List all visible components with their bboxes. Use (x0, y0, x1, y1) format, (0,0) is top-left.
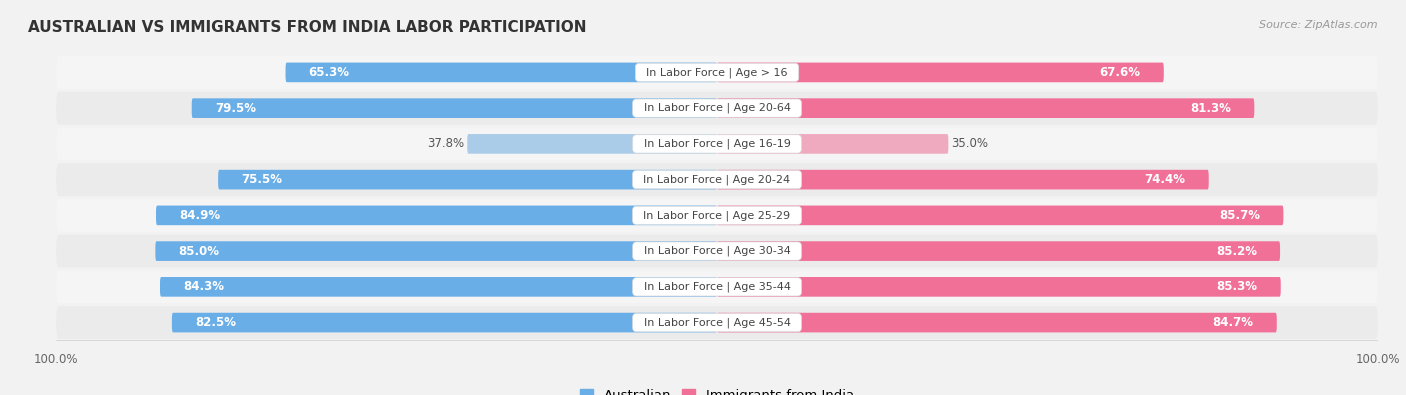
Text: In Labor Force | Age 30-34: In Labor Force | Age 30-34 (637, 246, 797, 256)
FancyBboxPatch shape (56, 163, 1378, 196)
FancyBboxPatch shape (56, 306, 1378, 339)
Text: 79.5%: 79.5% (215, 102, 256, 115)
Text: 84.7%: 84.7% (1212, 316, 1254, 329)
FancyBboxPatch shape (56, 56, 1378, 89)
Text: In Labor Force | Age 45-54: In Labor Force | Age 45-54 (637, 317, 797, 328)
Text: In Labor Force | Age 25-29: In Labor Force | Age 25-29 (637, 210, 797, 221)
Text: In Labor Force | Age > 16: In Labor Force | Age > 16 (640, 67, 794, 78)
Text: Source: ZipAtlas.com: Source: ZipAtlas.com (1260, 20, 1378, 30)
FancyBboxPatch shape (218, 170, 717, 190)
Text: 85.7%: 85.7% (1219, 209, 1260, 222)
FancyBboxPatch shape (156, 241, 717, 261)
FancyBboxPatch shape (717, 170, 1209, 190)
Text: 84.3%: 84.3% (183, 280, 224, 293)
Text: In Labor Force | Age 16-19: In Labor Force | Age 16-19 (637, 139, 797, 149)
FancyBboxPatch shape (717, 62, 1164, 82)
FancyBboxPatch shape (156, 205, 717, 225)
FancyBboxPatch shape (717, 313, 1277, 333)
Text: AUSTRALIAN VS IMMIGRANTS FROM INDIA LABOR PARTICIPATION: AUSTRALIAN VS IMMIGRANTS FROM INDIA LABO… (28, 20, 586, 35)
Text: In Labor Force | Age 20-24: In Labor Force | Age 20-24 (637, 174, 797, 185)
Text: In Labor Force | Age 35-44: In Labor Force | Age 35-44 (637, 282, 797, 292)
FancyBboxPatch shape (160, 277, 717, 297)
Text: 37.8%: 37.8% (427, 137, 464, 150)
Text: 85.0%: 85.0% (179, 245, 219, 258)
FancyBboxPatch shape (717, 241, 1279, 261)
FancyBboxPatch shape (56, 92, 1378, 124)
Text: 67.6%: 67.6% (1099, 66, 1140, 79)
Text: 65.3%: 65.3% (309, 66, 350, 79)
FancyBboxPatch shape (56, 128, 1378, 160)
FancyBboxPatch shape (56, 199, 1378, 232)
FancyBboxPatch shape (467, 134, 717, 154)
FancyBboxPatch shape (285, 62, 717, 82)
FancyBboxPatch shape (56, 271, 1378, 303)
Text: 85.2%: 85.2% (1216, 245, 1257, 258)
Text: 84.9%: 84.9% (179, 209, 221, 222)
Text: 81.3%: 81.3% (1191, 102, 1232, 115)
Text: 82.5%: 82.5% (195, 316, 236, 329)
Text: 85.3%: 85.3% (1216, 280, 1257, 293)
FancyBboxPatch shape (717, 277, 1281, 297)
Text: 75.5%: 75.5% (242, 173, 283, 186)
FancyBboxPatch shape (717, 98, 1254, 118)
Text: 74.4%: 74.4% (1144, 173, 1185, 186)
FancyBboxPatch shape (56, 235, 1378, 267)
Text: 35.0%: 35.0% (952, 137, 988, 150)
FancyBboxPatch shape (717, 205, 1284, 225)
Legend: Australian, Immigrants from India: Australian, Immigrants from India (575, 384, 859, 395)
FancyBboxPatch shape (717, 134, 948, 154)
Text: In Labor Force | Age 20-64: In Labor Force | Age 20-64 (637, 103, 797, 113)
FancyBboxPatch shape (172, 313, 717, 333)
FancyBboxPatch shape (191, 98, 717, 118)
